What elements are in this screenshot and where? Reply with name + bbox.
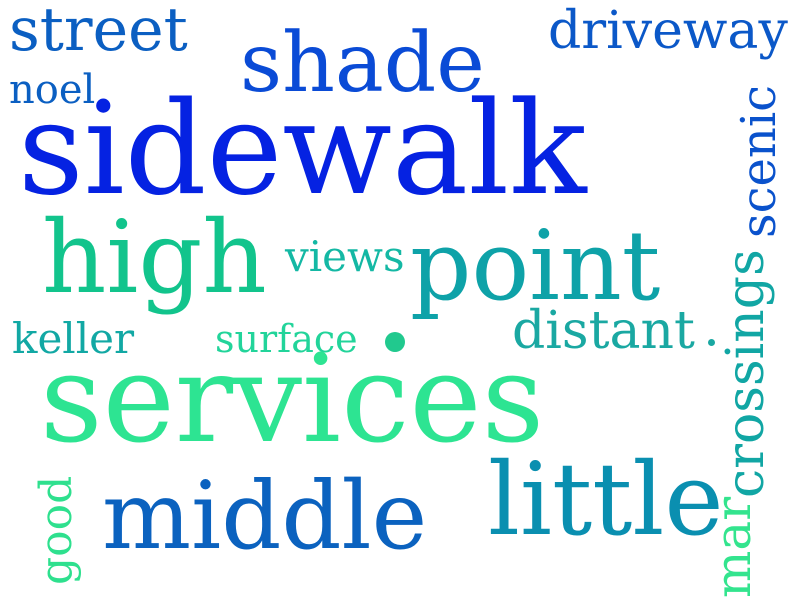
dot-mark	[385, 332, 405, 352]
word-distant: distant	[512, 301, 695, 361]
word-shade: shade	[240, 16, 485, 111]
word-noel: noel	[9, 67, 96, 113]
word-good: good	[31, 475, 82, 585]
word-high: high	[42, 199, 267, 316]
word-views: views	[285, 232, 405, 281]
word-driveway: driveway	[548, 1, 788, 61]
word-sidewalk: sidewalk	[18, 75, 587, 224]
period-mark	[708, 339, 715, 346]
word-surface: surface	[215, 317, 358, 361]
word-scenic: scenic	[731, 84, 787, 238]
word-services: services	[40, 328, 545, 470]
word-crossings: crossings	[716, 249, 776, 498]
word-little: little	[488, 441, 724, 558]
word-point: point	[410, 210, 661, 322]
word-street: street	[9, 0, 188, 65]
word-middle: middle	[102, 462, 428, 571]
word-keller: keller	[12, 314, 135, 363]
word-mar: mar	[704, 496, 762, 598]
